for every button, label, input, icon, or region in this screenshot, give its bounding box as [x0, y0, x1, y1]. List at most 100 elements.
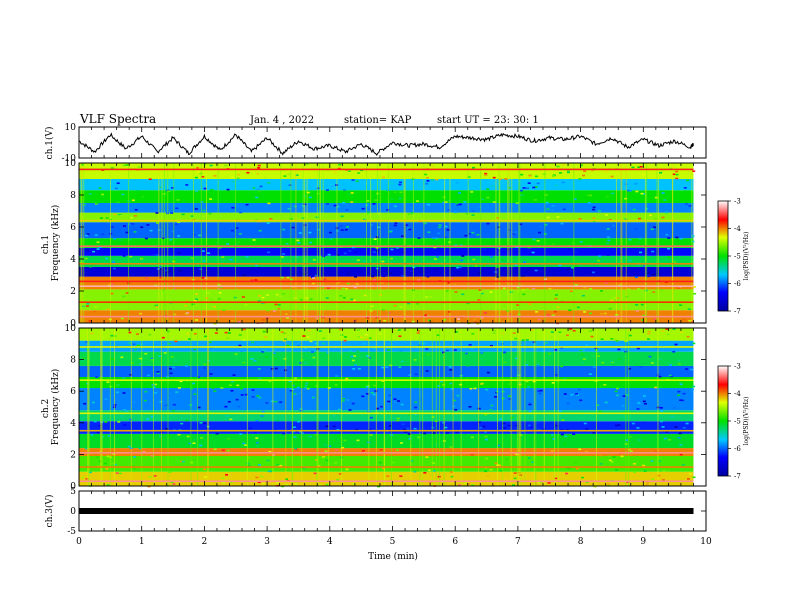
- x-tick-label: 8: [578, 537, 584, 547]
- ch2-name: ch.2: [41, 399, 51, 418]
- spectrogram-speckle: [379, 448, 383, 451]
- spectrogram-speckle: [257, 481, 261, 484]
- spectrogram-speckle: [612, 456, 616, 458]
- spectrogram-speckle: [345, 377, 349, 380]
- sferic-streak: [379, 163, 381, 323]
- spectrogram-speckle: [423, 472, 427, 474]
- y-tick-label: 5: [70, 487, 76, 497]
- spectrogram-speckle: [486, 475, 490, 477]
- y-tick-label: 0: [70, 482, 76, 492]
- spectrogram-speckle: [258, 229, 262, 232]
- spectrogram-speckle: [105, 257, 109, 260]
- spectrogram-speckle: [293, 393, 297, 395]
- spectrogram-speckle: [390, 198, 394, 200]
- spectrogram-speckle: [289, 389, 293, 392]
- spectrogram-speckle: [374, 199, 378, 202]
- spectrogram-speckle: [654, 196, 658, 199]
- spectrogram-speckle: [459, 383, 463, 386]
- sferic-streak: [366, 163, 368, 323]
- spectrogram-speckle: [423, 222, 427, 225]
- spectrogram-speckle: [583, 286, 587, 289]
- spectrogram-speckle: [531, 329, 535, 331]
- spectrogram-speckle: [327, 253, 331, 256]
- spectrogram-speckle: [177, 433, 181, 436]
- spectrogram-speckle: [617, 358, 621, 361]
- spectrogram-speckle: [398, 335, 402, 338]
- spectrogram-speckle: [174, 223, 178, 226]
- spectrogram-speckle: [551, 382, 555, 384]
- spectrogram-speckle: [317, 228, 321, 231]
- spectrogram-speckle: [185, 300, 189, 303]
- spectrogram-speckle: [614, 424, 618, 427]
- spectrogram-speckle: [304, 384, 308, 387]
- spectrogram-speckle: [370, 469, 374, 471]
- spectrogram-speckle: [637, 166, 641, 169]
- spectrogram-speckle: [515, 453, 519, 456]
- spectrogram-speckle: [244, 393, 248, 396]
- spectrogram-speckle: [351, 359, 355, 362]
- spectrogram-speckle: [635, 190, 639, 193]
- spectrogram-speckle: [113, 167, 117, 170]
- spectrogram-speckle: [595, 352, 599, 355]
- spectrogram-speckle: [379, 405, 383, 408]
- sferic-streak: [306, 163, 308, 323]
- spectrogram-speckle: [342, 188, 346, 191]
- spectrogram-speckle: [351, 179, 355, 181]
- spectrogram-speckle: [513, 472, 517, 474]
- spectrogram-speckle: [134, 348, 138, 351]
- spectrogram-speckle: [167, 435, 171, 438]
- spectrogram-speckle: [662, 470, 666, 472]
- spectrogram-speckle: [592, 217, 596, 219]
- spectrogram-speckle: [342, 296, 346, 299]
- spectrogram-speckle: [660, 410, 664, 412]
- spectrogram-speckle: [177, 252, 181, 254]
- spectrogram-speckle: [397, 329, 401, 331]
- spectrogram-speckle: [101, 233, 105, 236]
- spectrogram-speckle: [522, 293, 526, 296]
- spectrogram-speckle: [691, 321, 695, 323]
- spectrogram-speckle: [180, 422, 184, 425]
- spectrogram-speckle: [225, 415, 229, 417]
- spectrogram-speckle: [532, 186, 536, 189]
- spectrogram-speckle: [184, 304, 188, 307]
- spectrogram-speckle: [267, 251, 271, 254]
- spectrogram-speckle: [659, 188, 663, 191]
- spectrogram-speckle: [489, 468, 493, 471]
- spectrogram-speckle: [686, 335, 690, 338]
- spectrogram-speckle: [578, 448, 582, 451]
- spectrogram-speckle: [616, 297, 620, 299]
- spectrogram-speckle: [512, 233, 516, 236]
- spectrogram-speckle: [528, 457, 532, 459]
- y-tick-label: 0: [70, 319, 76, 329]
- spectrogram-speckle: [588, 330, 592, 332]
- spectrogram-speckle: [425, 456, 429, 458]
- spectrogram-speckle: [133, 456, 137, 458]
- spectrogram-speckle: [124, 410, 128, 413]
- spectrogram-speckle: [637, 217, 641, 220]
- spectrogram-speckle: [460, 195, 464, 197]
- spectrogram-speckle: [669, 167, 673, 170]
- spectrogram-speckle: [111, 462, 115, 465]
- spectrogram-speckle: [227, 332, 231, 334]
- x-tick-label: 4: [327, 537, 333, 547]
- spectrogram-speckle: [484, 470, 488, 473]
- spectrogram-speckle: [528, 174, 532, 177]
- spectrogram-speckle: [346, 226, 350, 228]
- sferic-streak: [444, 163, 446, 323]
- spectrogram-speckle: [506, 458, 510, 461]
- spectrogram-speckle: [308, 435, 312, 438]
- spectrogram-speckle: [544, 224, 548, 226]
- spectrogram-speckle: [478, 289, 482, 291]
- spectrogram-speckle: [583, 311, 587, 313]
- spectrogram-speckle: [528, 303, 532, 305]
- sferic-streak: [207, 328, 209, 486]
- spectrogram-speckle: [447, 200, 451, 202]
- spectrogram-speckle: [202, 260, 206, 262]
- spectrogram-speckle: [527, 424, 531, 427]
- spectrogram-speckle: [238, 344, 242, 347]
- spectrogram-speckle: [450, 471, 454, 473]
- spectrogram-speckle: [388, 230, 392, 233]
- y-tick-label: 6: [70, 387, 76, 397]
- spectrogram-speckle: [568, 260, 572, 263]
- spectrogram-speckle: [546, 313, 550, 316]
